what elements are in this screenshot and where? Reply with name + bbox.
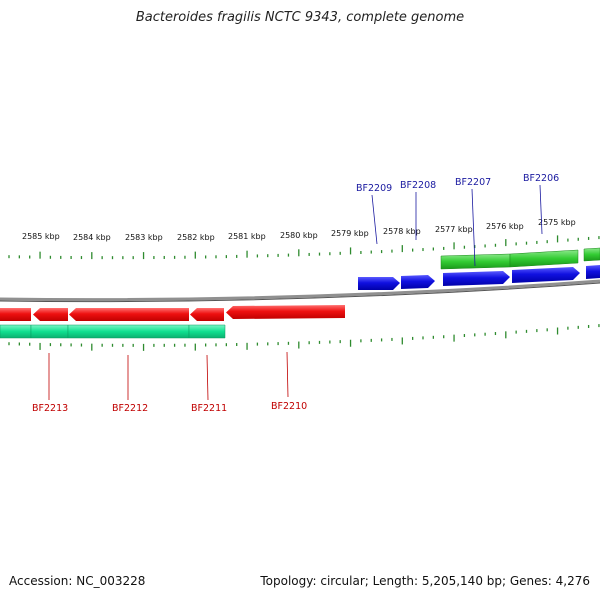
gene-label-bf2210[interactable]: BF2210 bbox=[271, 401, 307, 412]
forward-cds-track bbox=[358, 265, 600, 290]
tick-label: 2578 kbp bbox=[383, 227, 421, 236]
gene-label-bf2209[interactable]: BF2209 bbox=[356, 183, 392, 194]
gene-label-bf2206[interactable]: BF2206 bbox=[523, 173, 559, 184]
gene-label-bf2212[interactable]: BF2212 bbox=[112, 403, 148, 414]
cds-arrow[interactable] bbox=[69, 308, 189, 321]
forward-gene-labels: BF2209 BF2208 BF2207 BF2206 bbox=[356, 173, 559, 267]
backbone-inner bbox=[0, 282, 600, 303]
backbone-outer bbox=[0, 279, 600, 302]
tick-label: 2582 kbp bbox=[177, 233, 215, 242]
tick-track-upper bbox=[8, 235, 600, 260]
cds-arrow[interactable] bbox=[226, 305, 345, 319]
accession-text: Accession: NC_003228 bbox=[9, 574, 146, 588]
tick-label: 2584 kbp bbox=[73, 233, 111, 242]
cds-arrow[interactable] bbox=[0, 308, 31, 321]
gene-bar[interactable] bbox=[188, 324, 226, 339]
tick-label: 2575 kbp bbox=[538, 218, 576, 227]
tick-label: 2576 kbp bbox=[486, 222, 524, 231]
gene-bar[interactable] bbox=[440, 253, 511, 270]
cds-arrow[interactable] bbox=[443, 271, 510, 286]
gene-bar[interactable] bbox=[509, 249, 579, 268]
reverse-gene-labels: BF2213 BF2212 BF2211 BF2210 bbox=[32, 351, 307, 414]
cds-arrow[interactable] bbox=[33, 308, 68, 321]
reverse-cds-track bbox=[0, 305, 345, 321]
genome-summary-text: Topology: circular; Length: 5,205,140 bp… bbox=[260, 574, 590, 588]
gene-bar[interactable] bbox=[30, 324, 69, 339]
cds-arrow[interactable] bbox=[358, 277, 400, 290]
tick-label: 2585 kbp bbox=[22, 232, 60, 241]
gene-bar[interactable] bbox=[583, 247, 600, 262]
gene-label-bf2211[interactable]: BF2211 bbox=[191, 403, 227, 414]
cds-arrow[interactable] bbox=[586, 265, 600, 279]
gene-label-bf2207[interactable]: BF2207 bbox=[455, 177, 491, 188]
gene-leader-line bbox=[206, 354, 209, 401]
gene-bar[interactable] bbox=[67, 324, 190, 339]
cds-arrow[interactable] bbox=[190, 308, 224, 321]
cds-arrow[interactable] bbox=[401, 275, 435, 289]
gene-label-bf2213[interactable]: BF2213 bbox=[32, 403, 68, 414]
gene-leader-line bbox=[539, 184, 543, 235]
gene-leader-line bbox=[471, 188, 476, 267]
gene-bar[interactable] bbox=[0, 324, 32, 339]
tick-label: 2581 kbp bbox=[228, 232, 266, 241]
gene-label-bf2208[interactable]: BF2208 bbox=[400, 180, 436, 191]
map-title: Bacteroides fragilis NCTC 9343, complete… bbox=[135, 10, 465, 25]
tick-label: 2577 kbp bbox=[435, 225, 473, 234]
cds-arrow[interactable] bbox=[512, 267, 580, 283]
tick-label: 2583 kbp bbox=[125, 233, 163, 242]
gene-leader-line bbox=[371, 194, 378, 245]
reverse-gene-track bbox=[0, 324, 226, 339]
tick-label: 2579 kbp bbox=[331, 229, 369, 238]
tick-label: 2580 kbp bbox=[280, 231, 318, 240]
tick-track-lower bbox=[8, 324, 600, 351]
forward-gene-track bbox=[440, 247, 600, 270]
tick-labels: 2585 kbp 2584 kbp 2583 kbp 2582 kbp 2581… bbox=[22, 218, 576, 242]
gene-leader-line bbox=[286, 351, 289, 398]
